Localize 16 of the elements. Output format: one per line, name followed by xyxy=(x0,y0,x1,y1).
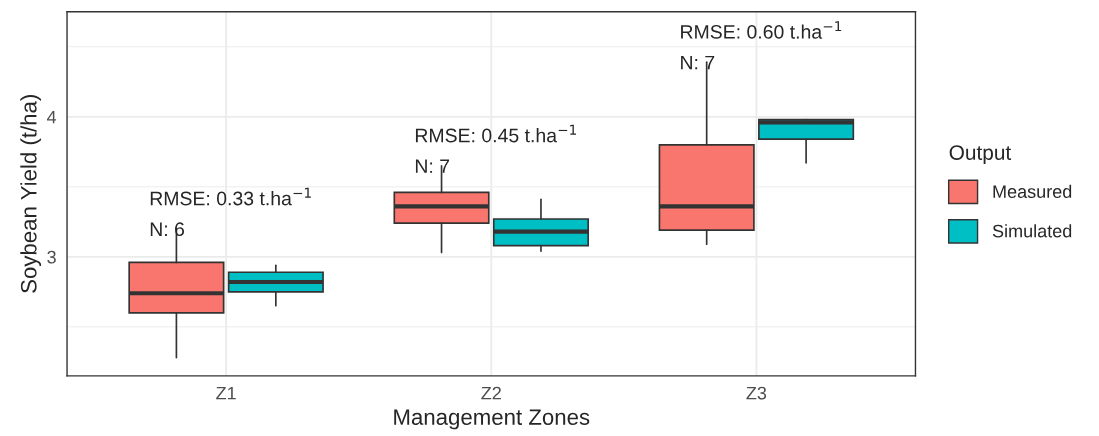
y-axis-title: Soybean Yield (t/ha) xyxy=(20,95,42,293)
legend-label: Simulated xyxy=(992,224,1072,238)
annotation: RMSE: 0.60 t.ha$^{−1}$ xyxy=(681,21,842,39)
x-axis-title: Management Zones xyxy=(394,409,590,430)
annotation: RMSE: 0.33 t.ha$^{−1}$ xyxy=(150,187,311,206)
legend-label: Measured xyxy=(993,184,1072,198)
y-tick-label: 3 xyxy=(47,250,56,264)
x-tick-label: Z2 xyxy=(481,386,501,400)
annotation: N: 7 xyxy=(681,55,715,70)
x-tick-label: Z1 xyxy=(216,386,236,400)
legend-title: Output xyxy=(949,145,1012,165)
annotation: N: 6 xyxy=(150,222,185,237)
annotation: N: 7 xyxy=(415,159,450,173)
x-tick-label: Z3 xyxy=(746,386,767,400)
annotation: RMSE: 0.45 t.ha$^{−1}$ xyxy=(415,124,577,143)
y-tick-label: 4 xyxy=(47,110,57,124)
